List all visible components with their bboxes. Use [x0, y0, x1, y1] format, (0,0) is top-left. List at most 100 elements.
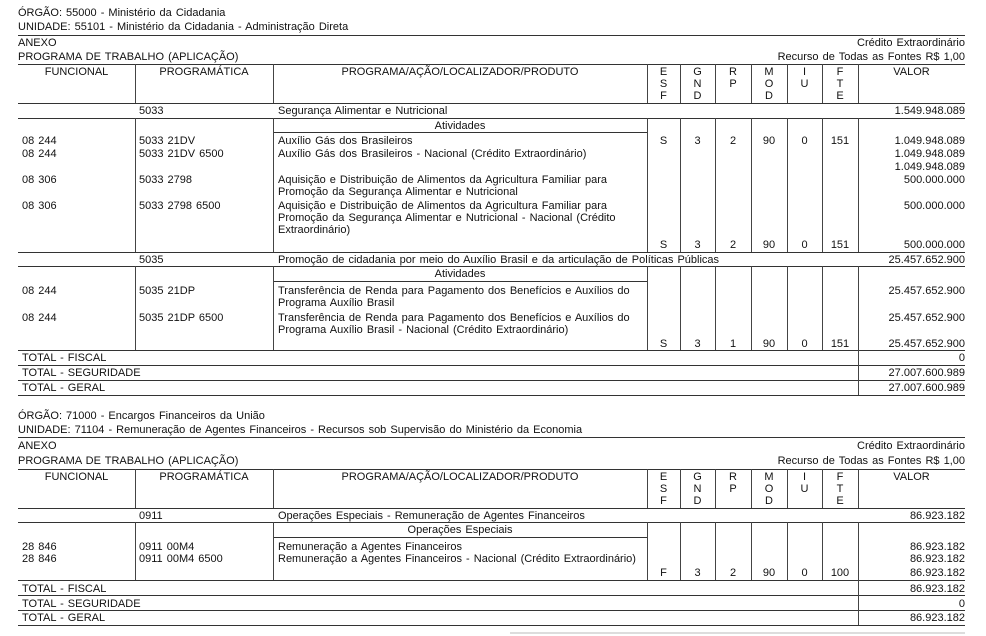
column-divider: [680, 266, 681, 350]
header-mod: M: [764, 471, 774, 483]
divider: [18, 350, 965, 351]
column-divider: [822, 266, 823, 350]
column-divider: [680, 64, 681, 103]
column-divider: [715, 522, 716, 580]
divider: [18, 580, 965, 581]
anexo-label: ANEXO: [18, 37, 57, 49]
total-label: TOTAL - SEGURIDADE: [22, 367, 141, 379]
divider: [18, 522, 965, 523]
total-label: TOTAL - SEGURIDADE: [22, 598, 141, 610]
header-mod: O: [764, 78, 774, 90]
header-programa: PROGRAMA/AÇÃO/LOCALIZADOR/PRODUTO: [341, 471, 579, 483]
valor-cell: 25.457.652.900: [888, 338, 965, 350]
divider: [18, 103, 965, 104]
mod-cell: 90: [762, 567, 776, 579]
header-esf: E: [659, 66, 668, 78]
header-mod: D: [765, 90, 773, 102]
header-valor: VALOR: [893, 66, 930, 78]
program-name: Operações Especiais - Remuneração de Age…: [278, 510, 585, 522]
header-rp: R: [729, 66, 737, 78]
credito-label: Crédito Extraordinário: [857, 440, 965, 452]
header-programatica: PROGRAMÁTICA: [159, 471, 249, 483]
header-iu: I: [802, 66, 807, 78]
total-valor: 27.007.600.989: [888, 367, 965, 379]
divider: [18, 266, 965, 267]
group-label: Operações Especiais: [407, 524, 513, 536]
funcional-cell: 08 244: [22, 135, 57, 147]
gnd-cell: 3: [694, 567, 701, 579]
header-funcional: FUNCIONAL: [44, 471, 109, 483]
header-gnd: G: [693, 66, 702, 78]
group-label: Atividades: [434, 268, 486, 280]
header-iu: U: [800, 483, 809, 495]
column-divider: [858, 266, 859, 350]
rp-cell: 2: [729, 567, 737, 579]
divider: [273, 132, 647, 133]
column-divider: [822, 64, 823, 103]
column-divider: [135, 522, 136, 580]
desc-cell: Programa Auxílio Brasil: [278, 297, 395, 309]
valor-cell: 86.923.182: [909, 553, 965, 565]
header-gnd: D: [693, 495, 702, 507]
funcional-cell: 08 306: [22, 174, 57, 186]
header-rp: P: [729, 483, 737, 495]
column-divider: [273, 469, 274, 508]
orgao-title: ÓRGÃO: 71000 - Encargos Financeiros da U…: [18, 410, 265, 422]
column-divider: [680, 522, 681, 580]
header-esf: F: [660, 495, 667, 507]
column-divider: [858, 580, 859, 625]
valor-cell: 86.923.182: [909, 567, 965, 579]
divider: [18, 395, 965, 396]
header-fte: T: [836, 78, 844, 90]
orgao-title: ÓRGÃO: 55000 - Ministério da Cidadania: [18, 7, 226, 19]
funcional-cell: 08 244: [22, 148, 57, 160]
total-valor: 27.007.600.989: [888, 382, 965, 394]
column-divider: [751, 266, 752, 350]
mod-cell: 90: [762, 239, 776, 251]
total-label: TOTAL - GERAL: [22, 612, 106, 624]
column-divider: [715, 118, 716, 252]
column-divider: [135, 469, 136, 508]
header-programa: PROGRAMA/AÇÃO/LOCALIZADOR/PRODUTO: [341, 66, 579, 78]
fte-cell: 151: [830, 239, 850, 251]
valor-cell: 25.457.652.900: [888, 312, 965, 324]
divider: [18, 595, 965, 596]
iu-cell: 0: [801, 338, 808, 350]
programa-trabalho-label: PROGRAMA DE TRABALHO (APLICAÇÃO): [18, 455, 239, 467]
iu-cell: 0: [801, 239, 808, 251]
group-label: Atividades: [434, 120, 486, 132]
column-divider: [787, 118, 788, 252]
rp-cell: 2: [729, 239, 737, 251]
column-divider: [751, 64, 752, 103]
programatica-cell: 5035 21DP 6500: [139, 312, 224, 324]
divider: [18, 252, 965, 253]
column-divider: [787, 266, 788, 350]
header-fte: E: [836, 495, 844, 507]
total-valor: 0: [958, 352, 965, 364]
divider: [273, 537, 647, 538]
header-rp: R: [729, 471, 737, 483]
header-mod: D: [765, 495, 773, 507]
rp-cell: 1: [729, 338, 737, 350]
column-divider: [680, 118, 681, 252]
column-divider: [822, 469, 823, 508]
funcional-cell: 08 306: [22, 200, 57, 212]
funcional-cell: 28 846: [22, 553, 57, 565]
desc-cell: Remuneração a Agentes Financeiros - Naci…: [278, 553, 636, 565]
column-divider: [273, 266, 274, 350]
header-iu: I: [802, 471, 807, 483]
divider: [18, 64, 965, 65]
column-divider: [647, 522, 648, 580]
header-programatica: PROGRAMÁTICA: [159, 66, 249, 78]
total-valor: 0: [958, 598, 965, 610]
desc-cell: Auxílio Gás dos Brasileiros: [278, 135, 413, 147]
column-divider: [647, 64, 648, 103]
column-divider: [822, 522, 823, 580]
column-divider: [858, 118, 859, 252]
header-fte: F: [836, 471, 844, 483]
programatica-cell: 5033 21DV: [139, 135, 196, 147]
header-esf: F: [660, 90, 667, 102]
programa-trabalho-label: PROGRAMA DE TRABALHO (APLICAÇÃO): [18, 51, 239, 63]
desc-cell: Aquisição e Distribuição de Alimentos da…: [278, 174, 607, 186]
program-valor: 25.457.652.900: [888, 254, 965, 266]
